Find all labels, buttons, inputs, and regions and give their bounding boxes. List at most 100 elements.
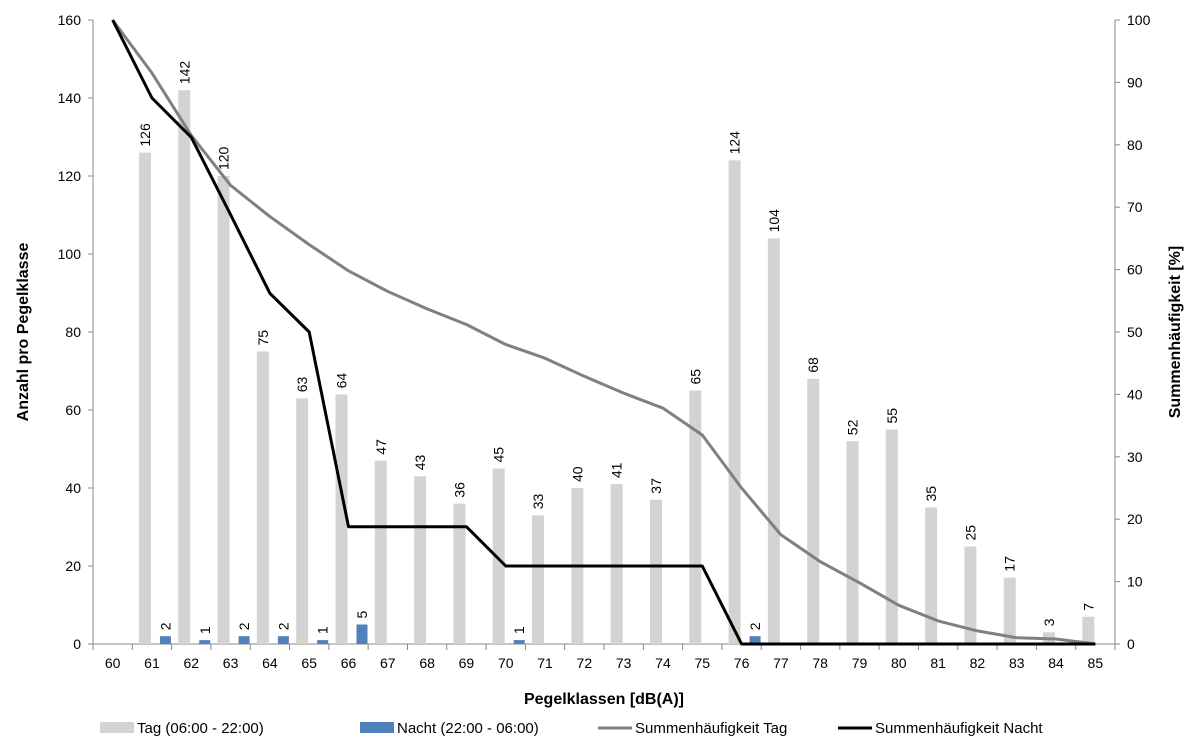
data-label-nacht: 2 — [747, 622, 763, 630]
bar-tag — [335, 394, 348, 644]
y-tick-label: 100 — [58, 246, 82, 262]
bar-tag — [728, 160, 741, 644]
data-label-tag: 142 — [176, 61, 192, 85]
data-label-tag: 104 — [766, 209, 782, 233]
x-tick-label: 83 — [1009, 655, 1025, 671]
x-axis-ticks: 60 61 62 63 64 65 66 67 68 69 70 71 72 73 74 75 76 77 78 79… — [92, 644, 1116, 671]
x-tick-label: 75 — [694, 655, 710, 671]
data-label-tag: 37 — [648, 478, 664, 494]
y-tick-label: 0 — [73, 636, 81, 652]
data-label-tag: 33 — [530, 494, 546, 510]
y2-tick-label: 60 — [1127, 262, 1143, 278]
bar-tag — [296, 398, 309, 644]
x-tick-label: 71 — [537, 655, 553, 671]
data-label-tag: 47 — [373, 439, 389, 455]
y2-axis-ticks: 0 10 20 30 40 50 60 70 80 90 100 — [1115, 12, 1151, 652]
y-tick-label: 160 — [58, 12, 82, 28]
data-label-nacht: 1 — [511, 626, 527, 634]
bar-tag — [964, 546, 977, 644]
data-label-tag: 120 — [216, 146, 232, 170]
bar-tag — [256, 351, 269, 644]
data-label-tag: 40 — [569, 466, 585, 482]
y-axis-ticks: 0 20 40 60 80 100 120 140 160 — [58, 12, 93, 652]
data-label-tag: 64 — [334, 373, 350, 389]
bar-tag — [1082, 616, 1095, 644]
y2-tick-label: 20 — [1127, 511, 1143, 527]
x-tick-label: 82 — [970, 655, 986, 671]
y2-tick-label: 30 — [1127, 449, 1143, 465]
data-label-tag: 3 — [1041, 618, 1057, 626]
data-label-tag: 63 — [294, 377, 310, 393]
bar-tag — [414, 476, 427, 644]
data-label-tag: 52 — [845, 419, 861, 435]
data-label-tag: 7 — [1080, 603, 1096, 611]
data-label-tag: 41 — [609, 462, 625, 478]
bar-tag — [532, 515, 545, 644]
bar-tag — [138, 152, 151, 644]
y2-tick-label: 40 — [1127, 386, 1143, 402]
data-label-tag: 36 — [451, 482, 467, 498]
bar-tag — [885, 429, 898, 644]
bar-nacht — [238, 636, 250, 644]
x-tick-label: 70 — [498, 655, 514, 671]
data-label-tag: 43 — [412, 455, 428, 471]
bar-tag — [925, 507, 938, 644]
legend-swatch — [360, 722, 394, 733]
y2-tick-label: 0 — [1127, 636, 1135, 652]
legend-label: Summenhäufigkeit Nacht — [875, 720, 1043, 737]
x-tick-label: 73 — [616, 655, 632, 671]
bar-tag — [610, 484, 623, 644]
y-axis-title: Anzahl pro Pegelklasse — [15, 243, 32, 422]
x-axis-title: Pegelklassen [dB(A)] — [524, 691, 684, 708]
bar-nacht — [513, 640, 525, 644]
data-label-tag: 68 — [805, 357, 821, 373]
x-tick-label: 61 — [144, 655, 160, 671]
data-label-tag: 55 — [884, 408, 900, 424]
x-tick-label: 81 — [930, 655, 946, 671]
legend-label: Tag (06:00 - 22:00) — [137, 720, 264, 737]
x-tick-label: 85 — [1088, 655, 1104, 671]
y2-tick-label: 100 — [1127, 12, 1151, 28]
y-tick-label: 20 — [65, 558, 81, 574]
bar-tag — [217, 176, 230, 644]
bar-tag — [649, 499, 662, 644]
data-label-tag: 75 — [255, 330, 271, 346]
bar-tag — [374, 460, 387, 644]
data-label-nacht: 1 — [315, 626, 331, 634]
data-label-tag: 65 — [687, 369, 703, 385]
data-label-nacht: 5 — [354, 611, 370, 619]
y-tick-label: 40 — [65, 480, 81, 496]
legend-label: Nacht (22:00 - 06:00) — [397, 720, 539, 737]
y2-tick-label: 50 — [1127, 324, 1143, 340]
x-tick-label: 80 — [891, 655, 907, 671]
y2-tick-label: 10 — [1127, 574, 1143, 590]
bar-tag — [767, 238, 780, 644]
x-tick-label: 67 — [380, 655, 396, 671]
bar-tag — [453, 503, 466, 644]
bar-tag — [492, 468, 505, 644]
y2-tick-label: 80 — [1127, 137, 1143, 153]
legend-swatch — [100, 722, 134, 733]
x-tick-label: 66 — [341, 655, 357, 671]
x-tick-label: 62 — [183, 655, 199, 671]
bar-tag — [1003, 577, 1016, 644]
bar-nacht — [317, 640, 329, 644]
bar-tag — [807, 378, 820, 644]
plot-frame — [92, 20, 1116, 645]
bar-tag — [689, 390, 702, 644]
bar-nacht — [199, 640, 211, 644]
data-label-tag: 17 — [1002, 556, 1018, 572]
y-tick-label: 120 — [58, 168, 82, 184]
x-tick-label: 79 — [852, 655, 868, 671]
bar-nacht — [749, 636, 761, 644]
data-label-tag: 124 — [727, 131, 743, 155]
y-tick-label: 60 — [65, 402, 81, 418]
x-tick-label: 77 — [773, 655, 789, 671]
data-label-tag: 45 — [491, 447, 507, 463]
x-tick-label: 60 — [105, 655, 121, 671]
y2-tick-label: 90 — [1127, 74, 1143, 90]
bar-tag — [846, 441, 859, 644]
data-label-tag: 25 — [962, 525, 978, 541]
